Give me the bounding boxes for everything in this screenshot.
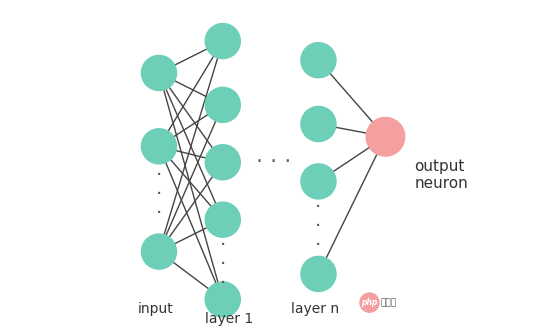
- Circle shape: [301, 256, 336, 291]
- Text: layer n: layer n: [291, 302, 340, 316]
- Circle shape: [141, 129, 177, 164]
- Circle shape: [141, 55, 177, 90]
- Text: ·
·
·: · · ·: [156, 166, 162, 223]
- Text: ·
·
·: · · ·: [315, 197, 321, 255]
- Circle shape: [301, 107, 336, 141]
- Circle shape: [205, 282, 240, 317]
- Circle shape: [205, 145, 240, 180]
- Circle shape: [141, 234, 177, 269]
- Text: input: input: [138, 302, 173, 316]
- Circle shape: [205, 87, 240, 122]
- Circle shape: [301, 164, 336, 199]
- Text: layer 1: layer 1: [205, 312, 253, 326]
- Text: 中文网: 中文网: [381, 298, 397, 307]
- Circle shape: [360, 293, 379, 312]
- Text: ·
·
·: · · ·: [219, 236, 226, 293]
- Circle shape: [205, 202, 240, 237]
- Circle shape: [366, 117, 405, 156]
- Circle shape: [301, 43, 336, 78]
- Text: output
neuron: output neuron: [414, 159, 468, 191]
- Text: . . .: . . .: [256, 146, 291, 166]
- Text: php: php: [361, 298, 378, 307]
- Circle shape: [205, 23, 240, 59]
